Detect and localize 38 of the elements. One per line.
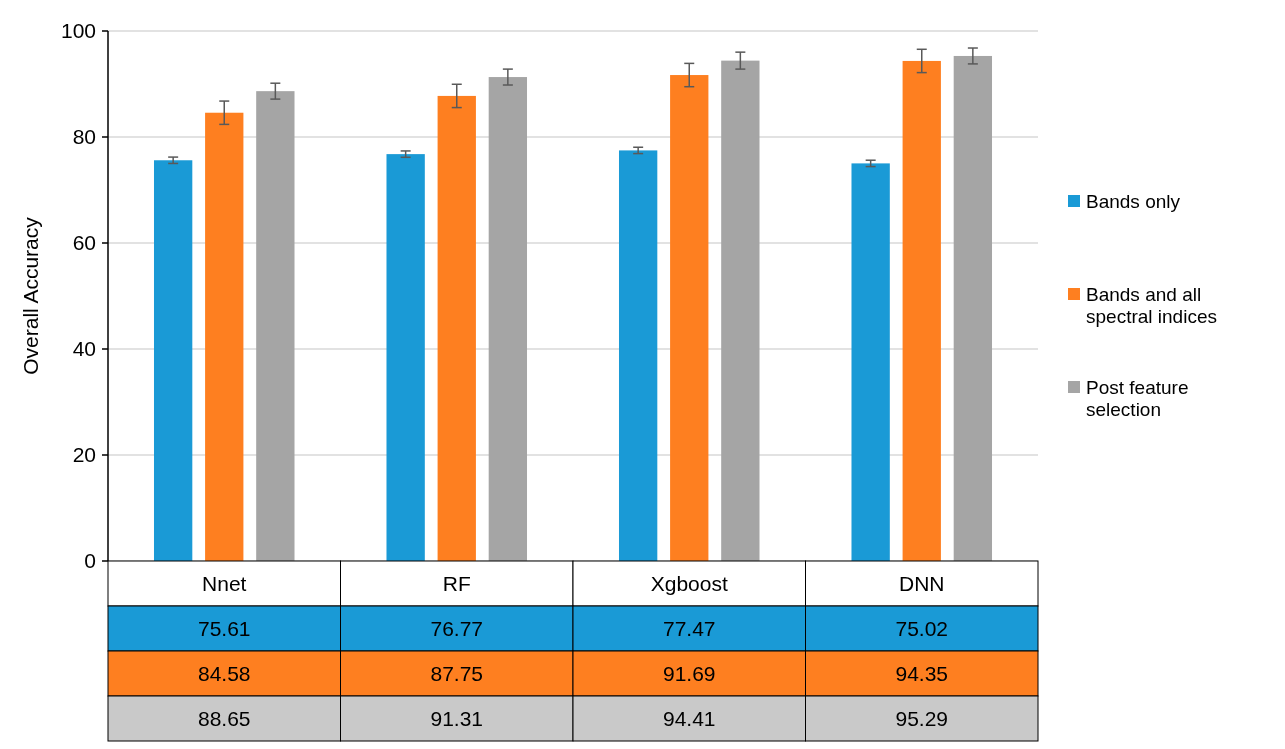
- data-label: 95.29: [895, 706, 949, 730]
- bar: [153, 160, 193, 561]
- data-label: 84.58: [197, 661, 251, 685]
- y-tick-label: 0: [84, 549, 96, 573]
- bar: [618, 150, 658, 561]
- bar: [670, 75, 709, 561]
- y-tick-label: 80: [72, 125, 96, 149]
- data-label: 88.65: [197, 706, 251, 730]
- x-tick-label: Nnet: [202, 571, 247, 595]
- x-tick-label: DNN: [899, 571, 945, 595]
- legend-label: Bands only: [1086, 190, 1181, 212]
- data-label: 75.02: [895, 616, 949, 640]
- legend-label: Bands and all spectral indices: [1086, 283, 1217, 328]
- data-label: 94.35: [895, 661, 949, 685]
- y-tick-label: 60: [72, 231, 96, 255]
- data-label: 76.77: [430, 616, 484, 640]
- data-label: 77.47: [662, 616, 716, 640]
- y-tick-label: 40: [72, 337, 96, 361]
- bar: [488, 77, 528, 561]
- bar: [721, 60, 760, 561]
- data-label: 87.75: [430, 661, 484, 685]
- bar: [386, 154, 425, 561]
- bar: [953, 55, 993, 561]
- bar: [205, 112, 244, 561]
- x-tick-label: Xgboost: [650, 571, 728, 595]
- data-label: 75.61: [197, 616, 251, 640]
- bar: [256, 91, 295, 561]
- y-tick-label: 100: [60, 19, 96, 43]
- data-label: 91.31: [430, 706, 484, 730]
- y-axis-title: Overall Accuracy: [19, 216, 42, 375]
- x-tick-label: RF: [442, 571, 471, 595]
- legend-label: Post feature selection: [1086, 376, 1189, 421]
- data-label: 91.69: [662, 661, 716, 685]
- data-label: 94.41: [662, 706, 716, 730]
- bar: [902, 60, 941, 561]
- bar: [851, 163, 890, 561]
- bar: [437, 95, 476, 561]
- y-tick-label: 20: [72, 443, 96, 467]
